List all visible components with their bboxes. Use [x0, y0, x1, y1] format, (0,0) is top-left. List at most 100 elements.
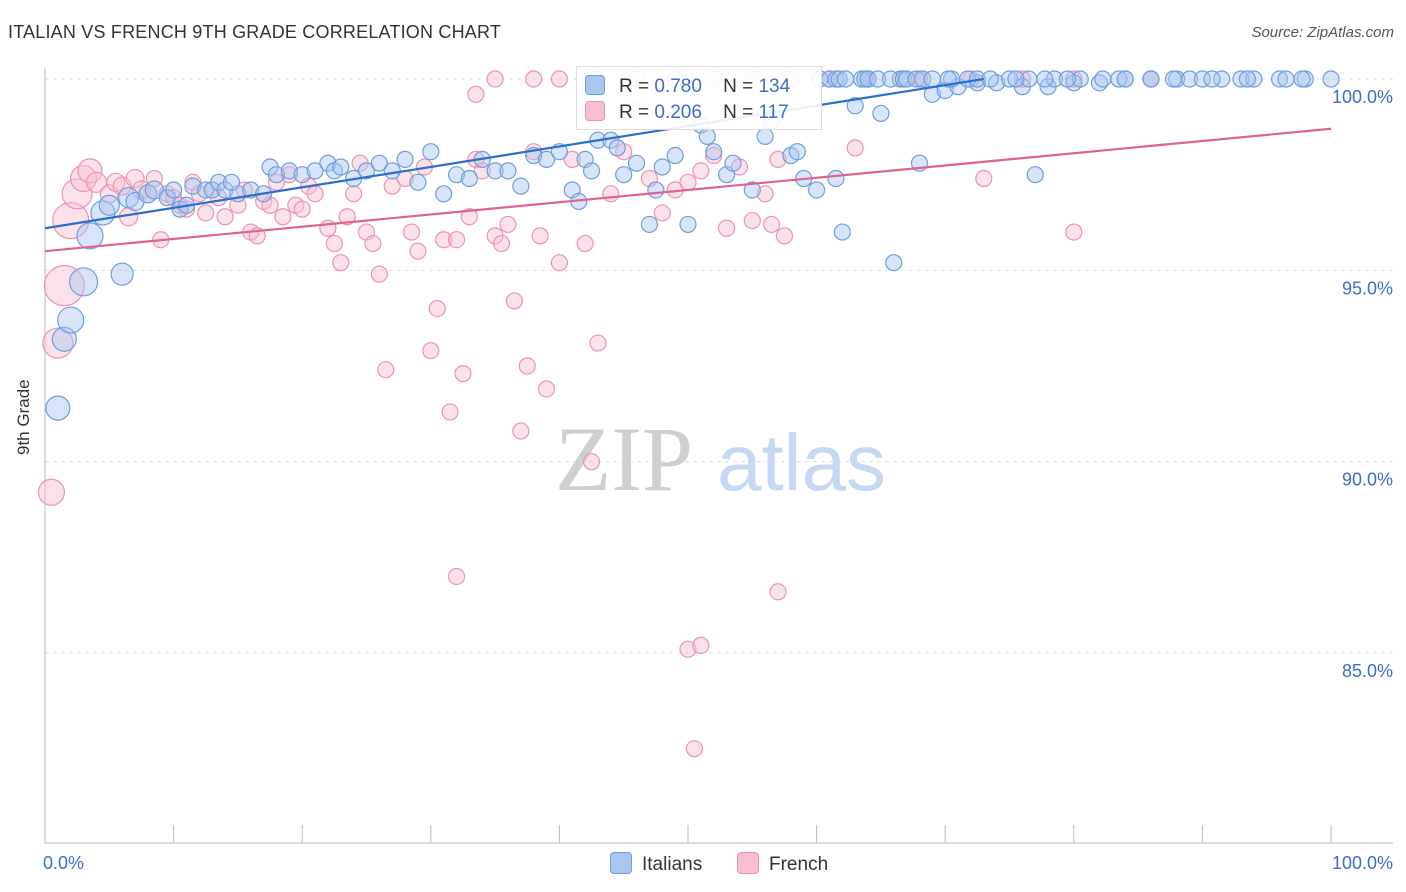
r-value-italians: 0.780	[654, 76, 702, 97]
italians-point	[280, 162, 298, 180]
italians-point	[357, 162, 376, 180]
italians-point	[1293, 70, 1311, 88]
italians-point	[981, 70, 999, 88]
french-point	[582, 453, 601, 471]
italians-point	[1026, 166, 1044, 184]
french-point	[589, 334, 607, 352]
french-point	[37, 478, 66, 506]
legend-label-french: French	[769, 854, 829, 875]
french-point	[762, 215, 781, 234]
french-point	[197, 204, 215, 222]
italians-point	[332, 158, 350, 176]
italians-point	[1094, 70, 1112, 88]
y-axis-label: 9th Grade	[14, 379, 33, 455]
french-point	[332, 254, 350, 272]
italians-point	[267, 166, 286, 184]
italians-point	[1277, 70, 1295, 88]
french-point	[383, 177, 401, 195]
italians-point	[1270, 70, 1289, 88]
italians-point	[1116, 70, 1134, 88]
french-point	[775, 227, 794, 245]
french-point	[77, 158, 103, 184]
italians-point	[869, 70, 887, 88]
italians-point	[45, 395, 71, 421]
french-point	[769, 150, 787, 168]
italians-point	[1110, 70, 1128, 88]
grid-lines	[45, 78, 1393, 654]
italians-point	[68, 267, 99, 297]
french-point	[537, 380, 556, 398]
italians-point	[666, 146, 684, 165]
italians-point	[57, 306, 85, 334]
italians-point	[1232, 70, 1250, 88]
italians-trend-line	[44, 77, 984, 230]
italians-point	[499, 162, 517, 180]
italians-point	[1193, 70, 1212, 88]
french-point	[280, 166, 298, 184]
italians-point	[807, 181, 826, 199]
italians-point	[698, 127, 716, 145]
legend-french[interactable]: French	[737, 852, 828, 876]
french-point	[428, 300, 446, 318]
italians-point	[756, 127, 774, 145]
italians-point	[647, 181, 665, 199]
source-label: Source: ZipAtlas.com	[1251, 24, 1394, 41]
legend-italians[interactable]: Italians	[610, 852, 702, 876]
french-point	[61, 178, 93, 210]
italians-point	[184, 177, 202, 195]
italians-point	[1142, 70, 1160, 88]
italians-point	[743, 181, 761, 199]
french-point	[550, 70, 569, 88]
french-point	[435, 231, 453, 249]
italians-point	[1164, 70, 1183, 88]
french-point	[447, 567, 466, 586]
watermark: ZIP atlas	[555, 408, 886, 510]
french-legend-swatch	[737, 852, 759, 874]
italians-point	[615, 166, 633, 184]
french-point	[518, 357, 536, 375]
french-point	[422, 342, 440, 360]
italians-point	[846, 97, 864, 115]
french-point	[550, 254, 569, 272]
italians-point	[293, 166, 311, 184]
italians-point	[923, 70, 941, 88]
french-point	[454, 365, 472, 383]
french-point	[525, 70, 543, 88]
french-point	[338, 208, 356, 226]
x-tick-label: 0.0%	[43, 853, 84, 873]
french-trend-line	[44, 127, 1332, 253]
italians-point	[830, 70, 848, 88]
french-point	[274, 208, 292, 226]
italians-point	[859, 70, 877, 88]
watermark-zip: ZIP	[555, 408, 693, 510]
french-point	[512, 422, 530, 440]
italians-point	[1036, 70, 1054, 88]
french-point	[499, 215, 517, 234]
y-tick-label: 90.0%	[1342, 470, 1393, 490]
french-point	[563, 150, 581, 168]
french-point	[679, 640, 697, 658]
french-point	[402, 223, 421, 241]
italians-point	[872, 104, 890, 123]
italians-point	[98, 194, 120, 216]
watermark-atlas: atlas	[717, 418, 886, 507]
n-value-french: 117	[758, 102, 789, 123]
italians-point	[1007, 70, 1025, 88]
italians-point	[1058, 70, 1076, 88]
italians-point	[486, 162, 504, 180]
italians-point	[724, 154, 742, 172]
french-point	[685, 740, 704, 758]
italians-point	[537, 150, 556, 168]
italians-point	[1213, 70, 1231, 88]
legend-label-italians: Italians	[642, 854, 703, 875]
french-point	[364, 234, 382, 253]
french-swatch	[585, 101, 605, 121]
italians-point	[383, 162, 401, 180]
italians-point	[885, 254, 903, 272]
french-point	[377, 361, 395, 379]
x-tick-label: 100.0%	[1332, 853, 1393, 873]
italians-point	[1245, 70, 1263, 88]
french-point	[679, 173, 697, 191]
stats-legend: R = 0.780 N = 134 R = 0.206 N = 117	[576, 66, 822, 130]
french-point	[653, 204, 671, 222]
